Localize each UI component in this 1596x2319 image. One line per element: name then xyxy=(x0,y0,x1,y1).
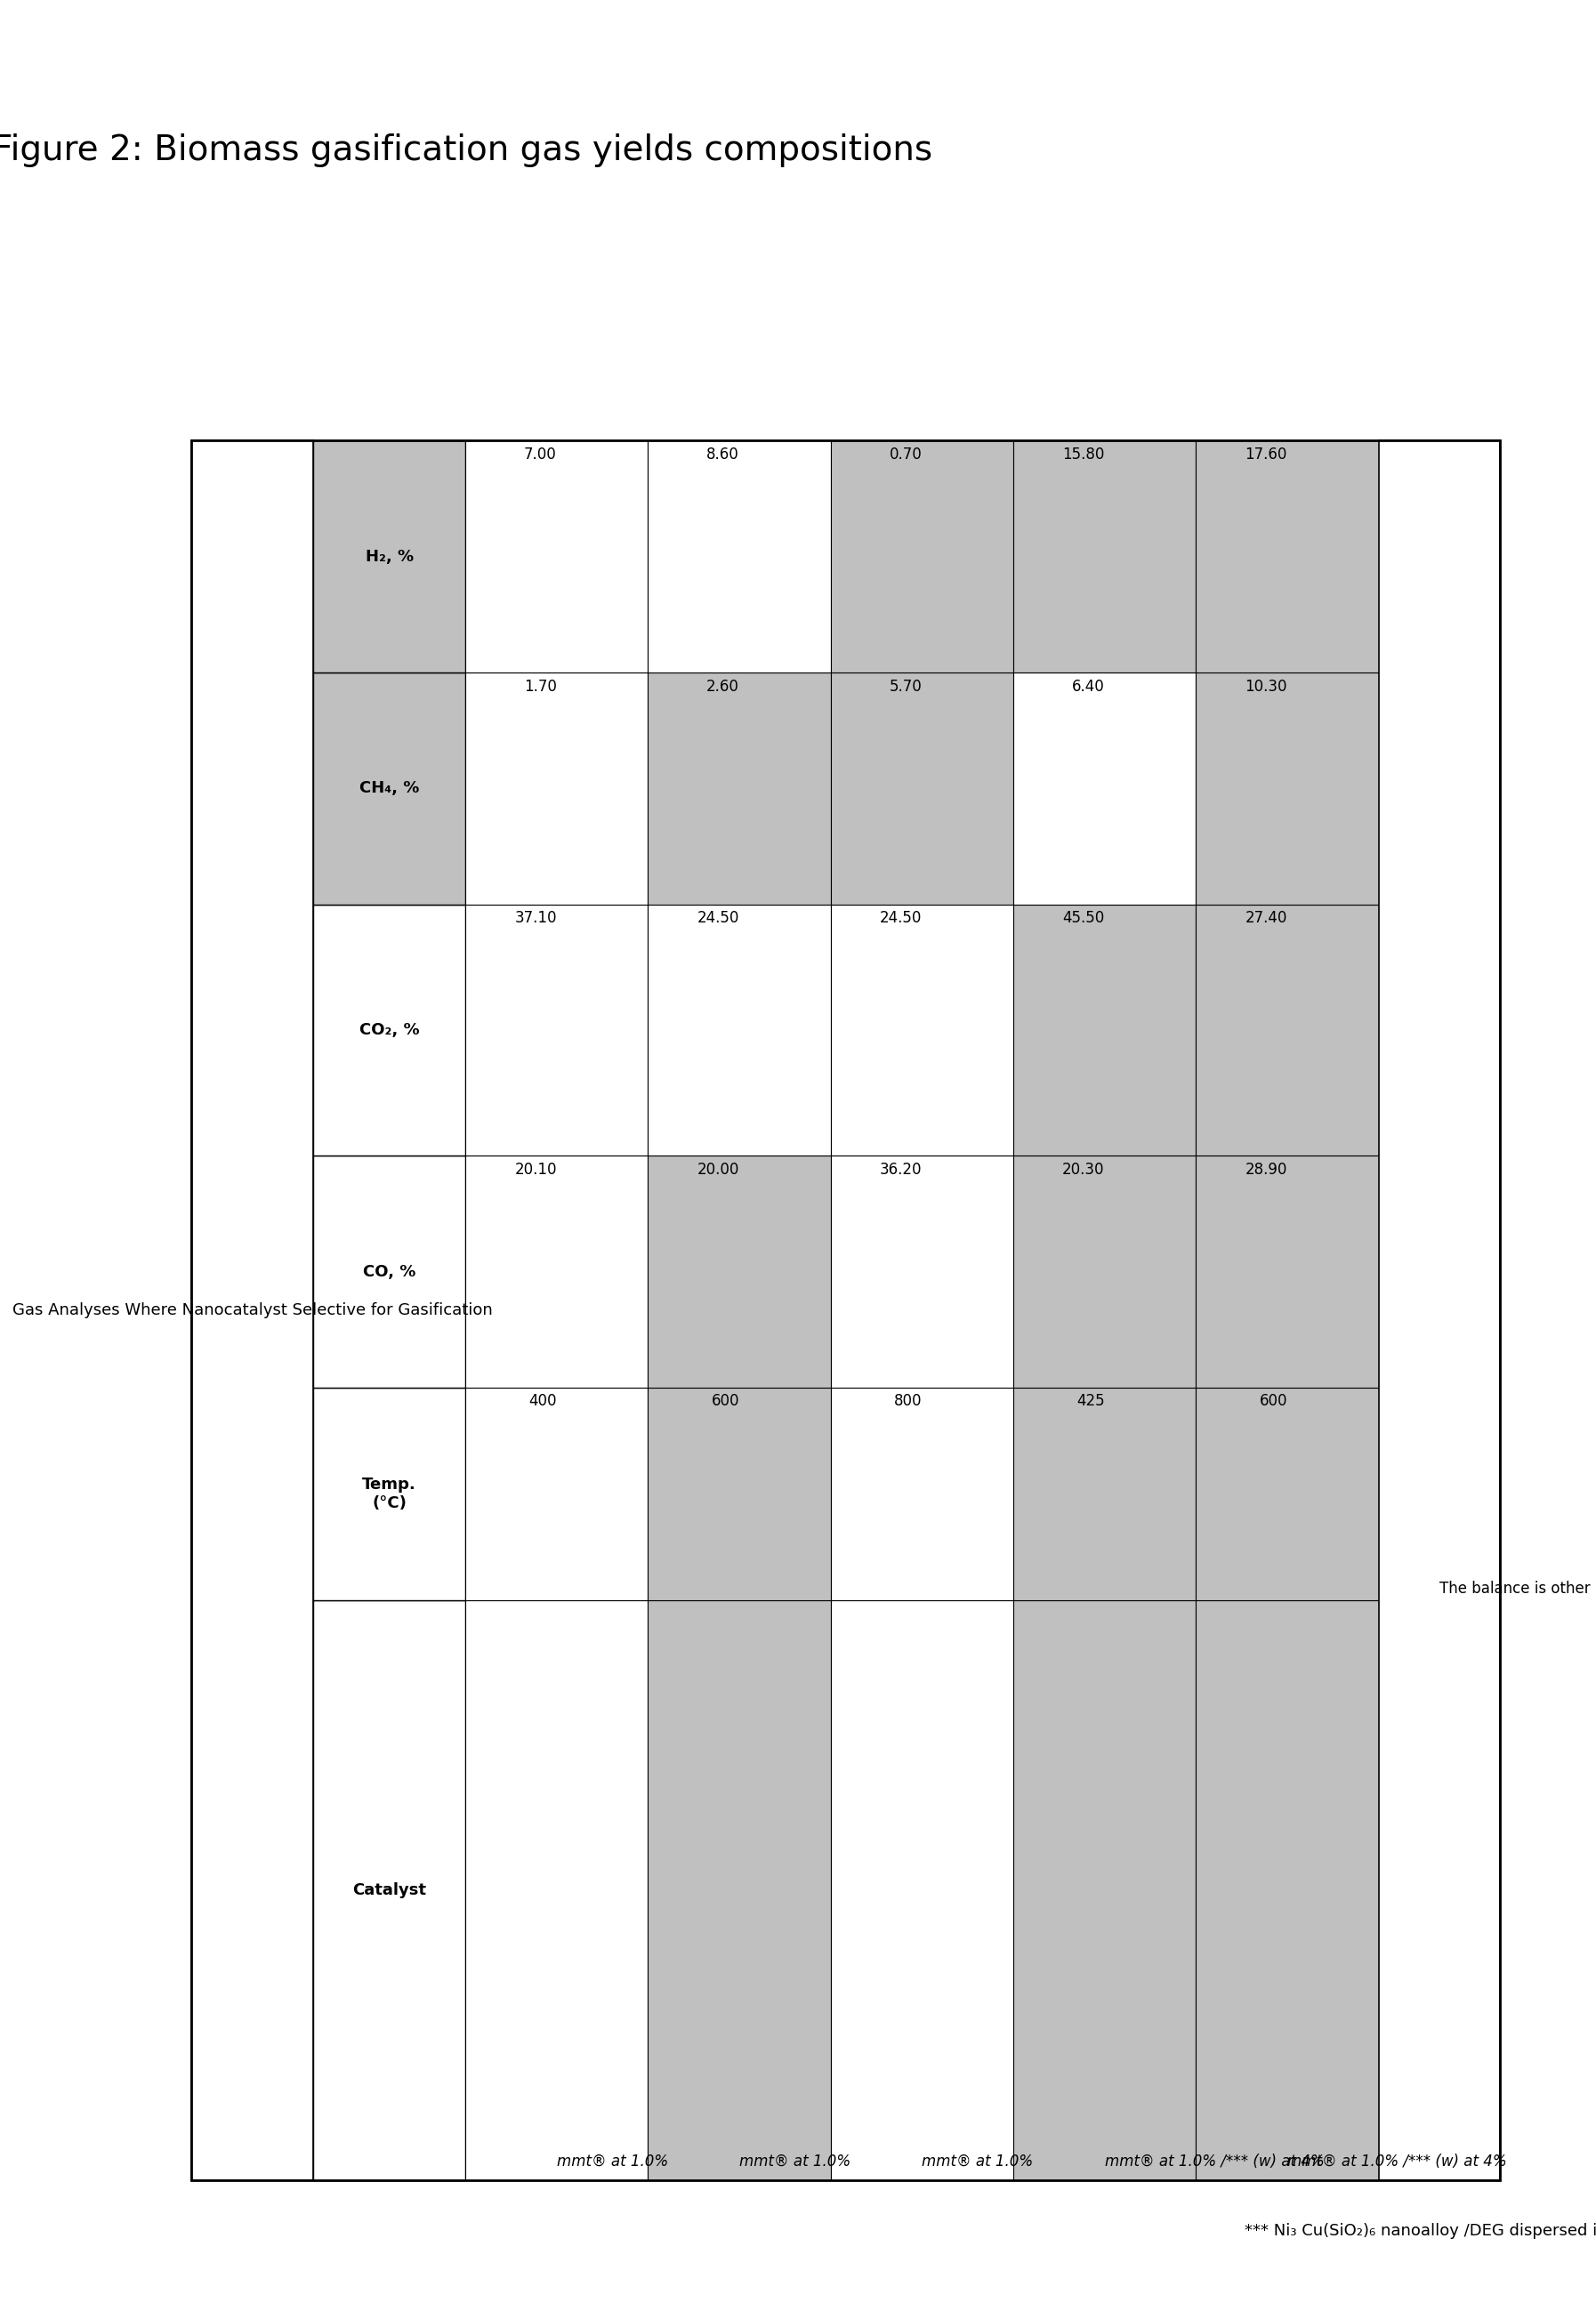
Text: Temp.
(°C): Temp. (°C) xyxy=(362,1477,417,1512)
Text: Gas Analyses Where Nanocatalyst Selective for Gasification: Gas Analyses Where Nanocatalyst Selectiv… xyxy=(13,1303,493,1317)
Bar xyxy=(466,1600,648,2180)
Text: 800: 800 xyxy=(894,1394,922,1410)
Bar xyxy=(192,441,313,2180)
Bar xyxy=(648,673,830,904)
Bar xyxy=(1013,673,1195,904)
Bar xyxy=(1013,904,1195,1155)
Bar xyxy=(313,441,466,673)
Text: 400: 400 xyxy=(528,1394,557,1410)
Bar xyxy=(1195,441,1379,673)
Bar xyxy=(466,904,648,1155)
Bar xyxy=(648,904,830,1155)
Bar xyxy=(313,904,466,1155)
Bar xyxy=(313,673,466,904)
Text: Catalyst: Catalyst xyxy=(353,1883,426,1897)
Text: 2.60: 2.60 xyxy=(707,679,739,693)
Text: CO, %: CO, % xyxy=(362,1264,417,1280)
Bar xyxy=(1013,1387,1195,1600)
Text: 37.10: 37.10 xyxy=(514,911,557,925)
Text: 45.50: 45.50 xyxy=(1063,911,1104,925)
Text: 8.60: 8.60 xyxy=(707,448,739,461)
Bar xyxy=(313,1155,466,1387)
Bar xyxy=(1013,441,1195,673)
Text: 27.40: 27.40 xyxy=(1245,911,1288,925)
Text: mmt® at 1.0%: mmt® at 1.0% xyxy=(557,2154,669,2168)
Text: 17.60: 17.60 xyxy=(1245,448,1288,461)
Text: 600: 600 xyxy=(1259,1394,1288,1410)
Bar xyxy=(1195,1387,1379,1600)
Text: CH₄, %: CH₄, % xyxy=(359,782,420,795)
Bar xyxy=(830,673,1013,904)
Bar xyxy=(1195,904,1379,1155)
Bar xyxy=(1013,1600,1195,2180)
Bar xyxy=(830,1387,1013,1600)
Bar xyxy=(466,1387,648,1600)
Bar xyxy=(830,904,1013,1155)
Text: The balance is other hydrocarbons: The balance is other hydrocarbons xyxy=(1440,1582,1596,1595)
Text: 1.70: 1.70 xyxy=(523,679,557,693)
Bar xyxy=(1195,673,1379,904)
Text: 20.30: 20.30 xyxy=(1063,1162,1104,1178)
Text: 7.00: 7.00 xyxy=(523,448,557,461)
Bar xyxy=(648,441,830,673)
Text: H₂, %: H₂, % xyxy=(365,550,413,564)
Bar xyxy=(1195,1155,1379,1387)
Bar xyxy=(1013,1155,1195,1387)
Bar xyxy=(1195,1600,1379,2180)
Text: 5.70: 5.70 xyxy=(889,679,922,693)
Bar xyxy=(830,441,1013,673)
Text: 28.90: 28.90 xyxy=(1245,1162,1288,1178)
Bar xyxy=(830,1600,1013,2180)
Text: 20.10: 20.10 xyxy=(514,1162,557,1178)
Bar xyxy=(1379,441,1500,2180)
Text: 425: 425 xyxy=(1076,1394,1104,1410)
Text: 24.50: 24.50 xyxy=(879,911,922,925)
Text: 15.80: 15.80 xyxy=(1063,448,1104,461)
Text: mmt® at 1.0%: mmt® at 1.0% xyxy=(739,2154,851,2168)
Text: 24.50: 24.50 xyxy=(697,911,739,925)
Text: mmt® at 1.0%: mmt® at 1.0% xyxy=(922,2154,1033,2168)
Text: Figure 2: Biomass gasification gas yields compositions: Figure 2: Biomass gasification gas yield… xyxy=(0,135,932,167)
Text: 20.00: 20.00 xyxy=(697,1162,739,1178)
Text: 36.20: 36.20 xyxy=(879,1162,922,1178)
Text: mmt® at 1.0% /*** (w) at 4%: mmt® at 1.0% /*** (w) at 4% xyxy=(1288,2154,1507,2168)
Bar xyxy=(466,673,648,904)
Bar xyxy=(313,1600,466,2180)
Bar xyxy=(192,441,1500,2180)
Text: mmt® at 1.0% /*** (w) at 4%: mmt® at 1.0% /*** (w) at 4% xyxy=(1104,2154,1325,2168)
Text: 6.40: 6.40 xyxy=(1073,679,1104,693)
Bar xyxy=(648,1600,830,2180)
Bar xyxy=(466,441,648,673)
Bar xyxy=(648,1155,830,1387)
Bar xyxy=(466,1155,648,1387)
Text: 0.70: 0.70 xyxy=(889,448,922,461)
Text: 600: 600 xyxy=(712,1394,739,1410)
Bar xyxy=(313,1387,466,1600)
Text: 10.30: 10.30 xyxy=(1245,679,1288,693)
Bar xyxy=(648,1387,830,1600)
Text: *** Ni₃ Cu(SiO₂)₆ nanoalloy /DEG dispersed in ethanol, with DEG/Ethanol ratio of: *** Ni₃ Cu(SiO₂)₆ nanoalloy /DEG dispers… xyxy=(1245,2224,1596,2238)
Text: CO₂, %: CO₂, % xyxy=(359,1023,420,1039)
Bar xyxy=(830,1155,1013,1387)
